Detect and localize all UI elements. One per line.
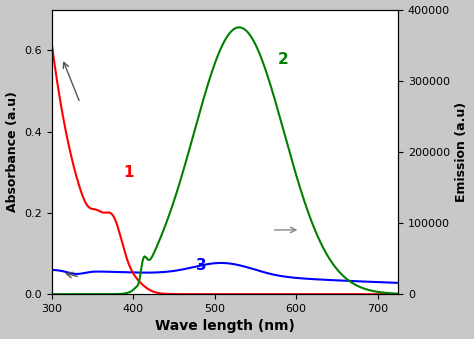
Text: 3: 3 bbox=[196, 258, 207, 273]
X-axis label: Wave length (nm): Wave length (nm) bbox=[155, 319, 295, 334]
Y-axis label: Absorbance (a.u): Absorbance (a.u) bbox=[6, 92, 18, 212]
Text: 1: 1 bbox=[123, 165, 134, 180]
Y-axis label: Emission (a.u): Emission (a.u) bbox=[456, 102, 468, 202]
Text: 2: 2 bbox=[277, 52, 288, 67]
